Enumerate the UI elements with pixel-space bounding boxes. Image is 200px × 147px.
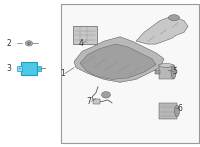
Text: 5: 5 <box>173 67 177 76</box>
Bar <box>36 66 40 71</box>
Bar <box>21 62 36 75</box>
Bar <box>93 99 100 104</box>
Ellipse shape <box>168 15 180 21</box>
Polygon shape <box>80 44 156 79</box>
Ellipse shape <box>158 64 174 67</box>
Circle shape <box>27 42 31 45</box>
Text: 3: 3 <box>7 64 11 73</box>
Circle shape <box>102 92 110 98</box>
Ellipse shape <box>174 105 180 117</box>
Bar <box>158 65 174 79</box>
Text: 4: 4 <box>79 39 83 48</box>
Polygon shape <box>74 37 164 82</box>
Text: 7: 7 <box>87 97 91 106</box>
Bar <box>17 66 22 71</box>
Text: 6: 6 <box>178 103 182 113</box>
Bar <box>159 103 177 119</box>
Text: 2: 2 <box>7 39 11 48</box>
Bar <box>154 70 160 74</box>
Circle shape <box>25 41 33 46</box>
Text: 1: 1 <box>61 69 65 78</box>
Ellipse shape <box>171 65 176 79</box>
Bar <box>61 4 199 143</box>
Polygon shape <box>136 18 188 44</box>
Bar <box>73 26 97 44</box>
